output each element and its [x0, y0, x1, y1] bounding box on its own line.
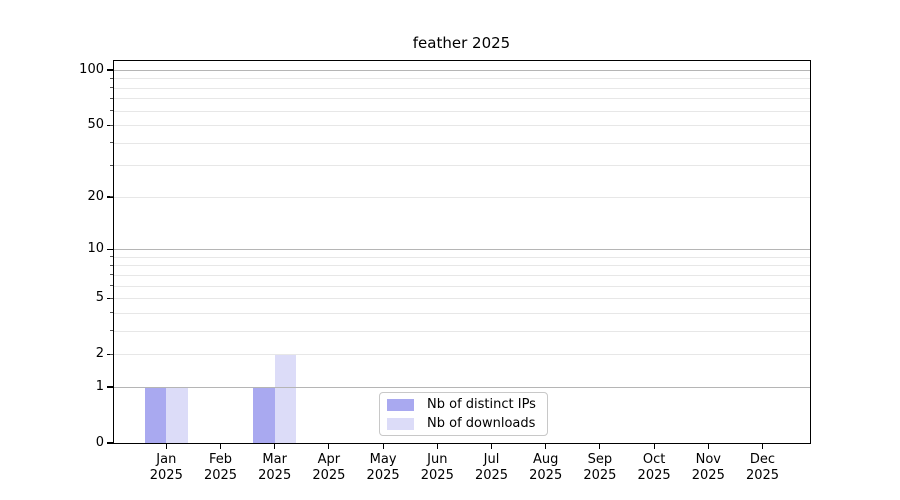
legend-swatch: [387, 398, 414, 411]
x-tick-mark: [599, 443, 601, 449]
y-minor-tick-mark: [110, 312, 113, 314]
x-tick-label: Aug 2025: [529, 452, 563, 483]
y-minor-tick-mark: [110, 110, 113, 112]
y-tick-label: 2: [95, 346, 104, 362]
x-tick-label: Jan 2025: [149, 452, 183, 483]
y-tick-label: 100: [79, 62, 104, 77]
y-tick-label: 50: [87, 117, 104, 133]
y-minor-tick-mark: [110, 124, 113, 126]
y-tick-mark: [107, 386, 113, 388]
axis-spine-left: [113, 60, 115, 444]
x-tick-label: Sep 2025: [583, 452, 617, 483]
legend-swatch: [387, 417, 414, 430]
y-minor-tick-mark: [110, 297, 113, 299]
y-tick-label: 0: [95, 435, 104, 450]
bar-downloads: [166, 386, 188, 443]
gridline-minor: [114, 256, 810, 258]
gridline-major: [114, 70, 810, 71]
x-tick-mark: [382, 443, 384, 449]
y-tick-label: 1: [95, 378, 104, 394]
gridline-minor: [114, 354, 810, 356]
gridline-minor: [114, 87, 810, 89]
gridline-minor: [114, 285, 810, 287]
gridline-minor: [114, 98, 810, 100]
y-minor-tick-mark: [110, 274, 113, 276]
y-tick-mark: [107, 69, 113, 71]
y-tick-mark: [107, 442, 113, 444]
gridline-minor: [114, 125, 810, 127]
bar-downloads: [274, 354, 297, 443]
x-tick-mark: [165, 443, 167, 449]
x-tick-mark: [761, 443, 764, 449]
legend: Nb of distinct IPs Nb of downloads: [379, 392, 548, 436]
y-minor-tick-mark: [110, 353, 113, 355]
axis-spine-bottom: [113, 442, 811, 444]
legend-label: Nb of distinct IPs: [427, 397, 536, 412]
legend-entry: Nb of distinct IPs: [387, 397, 540, 412]
x-tick-mark: [328, 443, 330, 449]
y-tick-label: 10: [87, 241, 104, 257]
gridline-minor: [114, 78, 810, 80]
y-minor-tick-mark: [110, 330, 113, 332]
x-tick-label: Jul 2025: [474, 452, 509, 483]
x-tick-label: Mar 2025: [258, 452, 292, 483]
legend-label: Nb of downloads: [427, 416, 536, 431]
y-minor-tick-mark: [110, 285, 113, 287]
chart-title: feather 2025: [412, 34, 511, 52]
gridline-major: [114, 249, 810, 251]
x-tick-mark: [274, 443, 276, 449]
gridline-minor: [114, 298, 810, 300]
y-minor-tick-mark: [110, 142, 113, 144]
x-tick-label: Jun 2025: [420, 452, 454, 483]
x-tick-label: Oct 2025: [637, 452, 671, 483]
gridline-minor: [114, 312, 810, 314]
gridline-minor: [114, 142, 810, 144]
y-tick-mark: [107, 248, 113, 250]
gridline-minor: [114, 196, 810, 198]
x-tick-mark: [436, 443, 438, 449]
y-minor-tick-mark: [110, 87, 113, 89]
gridline-minor: [114, 330, 810, 332]
x-tick-mark: [545, 443, 547, 449]
y-minor-tick-mark: [110, 196, 113, 198]
gridline-minor: [114, 110, 810, 112]
x-tick-mark: [653, 443, 655, 449]
x-tick-label: Feb 2025: [203, 452, 238, 483]
gridline-minor: [114, 165, 810, 167]
x-tick-label: Nov 2025: [691, 452, 725, 483]
x-tick-mark: [219, 443, 222, 449]
axis-spine-top: [113, 60, 811, 62]
x-tick-label: Dec 2025: [745, 452, 780, 483]
x-tick-mark: [490, 443, 493, 449]
gridline-major: [114, 386, 810, 388]
x-tick-label: May 2025: [366, 452, 400, 483]
bar-distinct-ips: [253, 386, 275, 443]
y-tick-label: 5: [95, 290, 104, 306]
axis-spine-right: [809, 60, 811, 444]
x-tick-mark: [707, 443, 709, 449]
y-minor-tick-mark: [110, 256, 113, 258]
x-tick-label: Apr 2025: [312, 452, 346, 483]
y-minor-tick-mark: [110, 97, 113, 99]
y-minor-tick-mark: [110, 77, 113, 79]
bar-distinct-ips: [144, 386, 167, 443]
legend-entry: Nb of downloads: [387, 416, 540, 431]
y-minor-tick-mark: [110, 264, 113, 266]
gridline-minor: [114, 265, 810, 267]
y-minor-tick-mark: [110, 164, 113, 166]
gridline-minor: [114, 274, 810, 276]
y-tick-label: 20: [87, 188, 104, 204]
